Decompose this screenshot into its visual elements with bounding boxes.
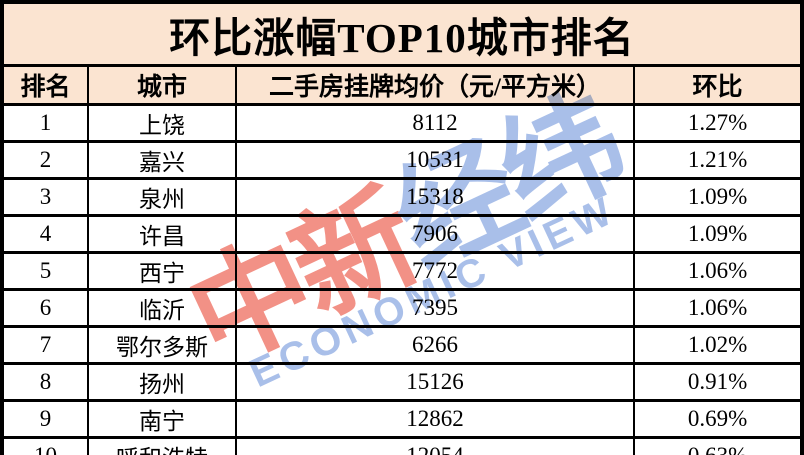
table-row: 9 南宁 12862 0.69% <box>1 399 804 439</box>
cell-price: 12054 <box>235 436 635 455</box>
cell-rank: 4 <box>1 214 89 254</box>
cell-city: 泉州 <box>87 177 237 217</box>
cell-mom: 0.91% <box>632 362 804 402</box>
page-title: 环比涨幅TOP10城市排名 <box>0 0 804 67</box>
cell-city: 鄂尔多斯 <box>87 325 237 365</box>
table-row: 8 扬州 15126 0.91% <box>1 362 804 402</box>
cell-price: 12862 <box>235 399 635 439</box>
cell-rank: 5 <box>1 251 89 291</box>
cell-rank: 7 <box>1 325 89 365</box>
cell-mom: 1.02% <box>632 325 804 365</box>
cell-rank: 2 <box>1 140 89 180</box>
cell-rank: 8 <box>1 362 89 402</box>
cell-mom: 1.21% <box>632 140 804 180</box>
table-row: 1 上饶 8112 1.27% <box>1 103 804 143</box>
cell-mom: 0.63% <box>632 436 804 455</box>
table-row: 7 鄂尔多斯 6266 1.02% <box>1 325 804 365</box>
cell-price: 15126 <box>235 362 635 402</box>
cell-mom: 1.09% <box>632 177 804 217</box>
cell-city: 呼和浩特 <box>87 436 237 455</box>
cell-city: 扬州 <box>87 362 237 402</box>
cell-price: 7772 <box>235 251 635 291</box>
title-row: 环比涨幅TOP10城市排名 <box>0 0 804 67</box>
cell-city: 上饶 <box>87 103 237 143</box>
cell-mom: 1.27% <box>632 103 804 143</box>
cell-rank: 10 <box>1 436 89 455</box>
table-row: 5 西宁 7772 1.06% <box>1 251 804 291</box>
table-header-row: 排名 城市 二手房挂牌均价（元/平方米） 环比 <box>1 64 804 106</box>
cell-rank: 1 <box>1 103 89 143</box>
cell-mom: 1.06% <box>632 288 804 328</box>
cell-price: 8112 <box>235 103 635 143</box>
cell-city: 临沂 <box>87 288 237 328</box>
table-row: 3 泉州 15318 1.09% <box>1 177 804 217</box>
cell-city: 西宁 <box>87 251 237 291</box>
cell-rank: 6 <box>1 288 89 328</box>
cell-mom: 0.69% <box>632 399 804 439</box>
cell-city: 南宁 <box>87 399 237 439</box>
cell-mom: 1.06% <box>632 251 804 291</box>
cell-rank: 9 <box>1 399 89 439</box>
table-row: 10 呼和浩特 12054 0.63% <box>1 436 804 455</box>
column-header-city: 城市 <box>87 64 237 106</box>
column-header-mom: 环比 <box>632 64 804 106</box>
cell-mom: 1.09% <box>632 214 804 254</box>
cell-rank: 3 <box>1 177 89 217</box>
table-row: 6 临沂 7395 1.06% <box>1 288 804 328</box>
cell-city: 嘉兴 <box>87 140 237 180</box>
cell-price: 6266 <box>235 325 635 365</box>
table-row: 2 嘉兴 10531 1.21% <box>1 140 804 180</box>
cell-price: 15318 <box>235 177 635 217</box>
table-body: 1 上饶 8112 1.27% 2 嘉兴 10531 1.21% 3 泉州 15… <box>1 103 804 455</box>
cell-price: 7395 <box>235 288 635 328</box>
cell-price: 10531 <box>235 140 635 180</box>
column-header-price: 二手房挂牌均价（元/平方米） <box>235 64 635 106</box>
table-row: 4 许昌 7906 1.09% <box>1 214 804 254</box>
cell-price: 7906 <box>235 214 635 254</box>
column-header-rank: 排名 <box>1 64 89 106</box>
cell-city: 许昌 <box>87 214 237 254</box>
